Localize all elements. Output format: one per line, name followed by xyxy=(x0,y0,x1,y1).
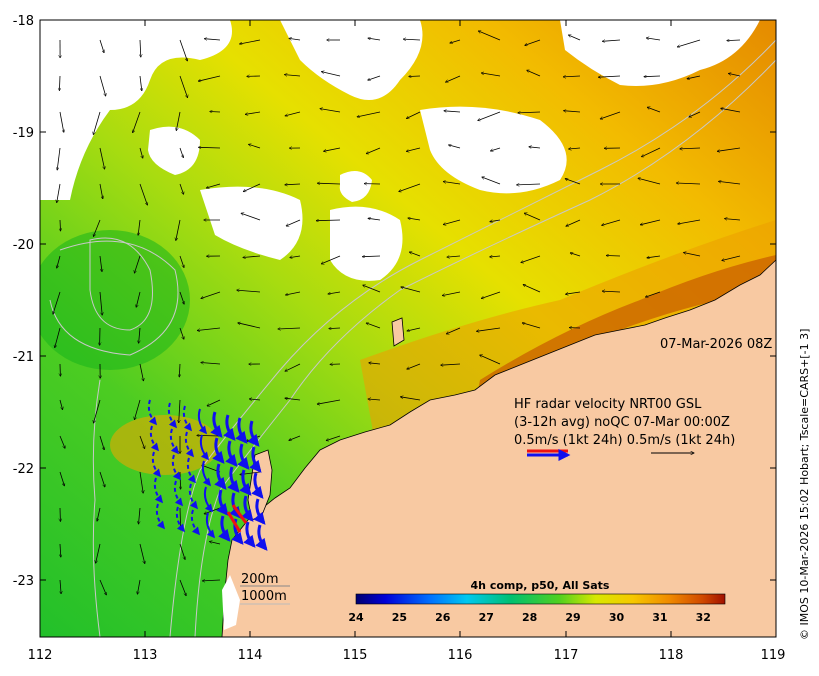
legend-line-3: 0.5m/s (1kt 24h) 0.5m/s (1kt 24h) xyxy=(514,433,735,448)
lon-tick-label: 114 xyxy=(238,648,263,663)
colorbar-tick-label: 29 xyxy=(565,611,580,624)
colorbar-tick-label: 31 xyxy=(652,611,667,624)
colorbar-tick-label: 28 xyxy=(522,611,537,624)
cool-patch xyxy=(30,230,190,370)
lon-tick-label: 116 xyxy=(448,648,473,663)
colorbar-tick-label: 25 xyxy=(392,611,407,624)
current-arrow xyxy=(60,220,61,231)
lat-tick-label: -21 xyxy=(13,350,34,365)
colorbar-title: 4h comp, p50, All Sats xyxy=(471,579,610,592)
lon-tick-label: 112 xyxy=(28,648,53,663)
map-content xyxy=(30,20,776,637)
lat-tick-label: -18 xyxy=(13,14,34,29)
colorbar-tick-label: 26 xyxy=(435,611,451,624)
colorbar-tick-label: 30 xyxy=(609,611,625,624)
current-arrow xyxy=(409,76,420,77)
lon-tick-label: 115 xyxy=(343,648,368,663)
legend-line-2: (3-12h avg) noQC 07-Mar 00:00Z xyxy=(514,415,730,430)
lat-tick-label: -23 xyxy=(13,574,34,589)
current-arrow xyxy=(606,256,620,257)
lat-tick-label: -20 xyxy=(13,238,34,253)
colorbar-gradient xyxy=(356,594,725,604)
depth-label-1000m: 1000m xyxy=(241,589,287,604)
lat-tick-label: -19 xyxy=(13,126,34,141)
colorbar-tick-label: 32 xyxy=(696,611,711,624)
lat-tick-label: -22 xyxy=(13,462,34,477)
depth-label-200m: 200m xyxy=(241,572,278,587)
colorbar-tick-label: 27 xyxy=(479,611,494,624)
legend-line-1: HF radar velocity NRT00 GSL xyxy=(514,397,702,412)
colorbar-tick-label: 24 xyxy=(348,611,364,624)
lon-tick-label: 119 xyxy=(761,648,786,663)
map-timestamp: 07-Mar-2026 08Z xyxy=(660,337,772,352)
lon-tick-label: 117 xyxy=(554,648,579,663)
credit-text: © IMOS 10-Mar-2026 15:02 Hobart; Tscale=… xyxy=(798,329,811,640)
lon-tick-label: 118 xyxy=(659,648,684,663)
current-arrow xyxy=(210,112,220,113)
lon-tick-label: 113 xyxy=(133,648,158,663)
